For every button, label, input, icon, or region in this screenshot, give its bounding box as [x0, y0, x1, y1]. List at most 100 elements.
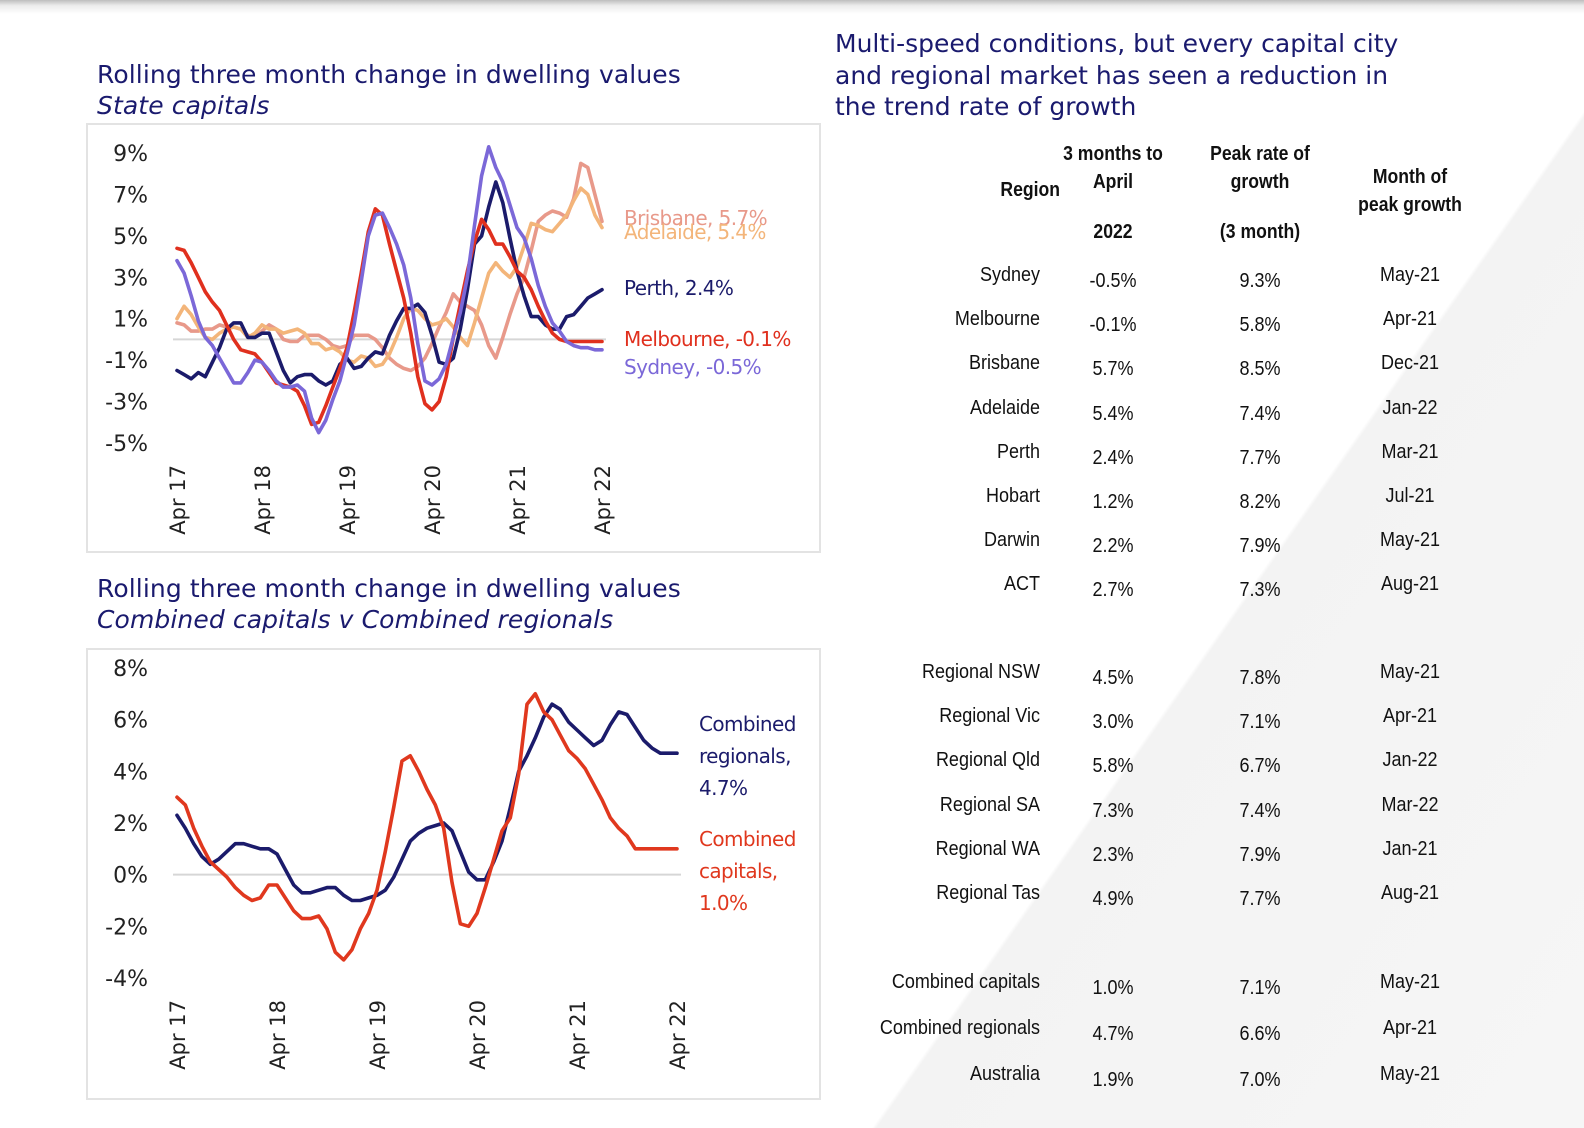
cell-peak-rate: 7.4%	[1239, 402, 1281, 425]
cell-three-months: -0.5%	[1089, 270, 1137, 292]
cell-peak-rate: 7.7%	[1239, 888, 1281, 910]
cell-peak-month: Dec-21	[1380, 352, 1440, 375]
y-tick-label: 0%	[113, 864, 148, 889]
cell-peak-rate: 7.4%	[1239, 799, 1281, 822]
cell-region: Regional SA	[939, 793, 1040, 816]
series-end-label: 4.7%	[699, 776, 747, 800]
cell-region: Regional WA	[935, 837, 1040, 860]
x-tick-label: Apr 19	[366, 1000, 390, 1070]
cell-peak-month: Apr-21	[1382, 1017, 1438, 1039]
cell-peak-rate: 7.0%	[1239, 1069, 1281, 1091]
cell-region: Adelaide	[969, 396, 1040, 419]
cell-region: Sydney	[979, 264, 1040, 286]
series-line-perth	[175, 180, 604, 387]
x-tick-label: Apr 20	[421, 465, 445, 535]
cell-region: Hobart	[985, 485, 1040, 507]
right-title-line: and regional market has seen a reduction…	[835, 60, 1389, 90]
cell-region: Regional Vic	[939, 705, 1040, 728]
cell-three-months: 5.7%	[1092, 358, 1134, 381]
y-tick-label: 8%	[113, 657, 148, 682]
cell-region: Melbourne	[954, 308, 1040, 331]
series-end-label: capitals,	[699, 859, 778, 883]
cell-three-months: 3.0%	[1092, 711, 1134, 734]
cell-peak-month: Jan-21	[1382, 837, 1438, 860]
cell-peak-rate: 7.9%	[1239, 843, 1281, 866]
cell-three-months: 2.2%	[1092, 535, 1134, 558]
cell-peak-month: Aug-21	[1380, 573, 1440, 596]
cell-peak-month: May-21	[1379, 661, 1441, 683]
x-tick-label: Apr 21	[566, 1000, 590, 1070]
cell-peak-rate: 7.9%	[1239, 535, 1281, 558]
cell-peak-month: Mar-21	[1381, 440, 1439, 463]
y-tick-label: 6%	[113, 709, 148, 734]
header-three-months: 3 months to April 2022	[1051, 140, 1174, 246]
y-tick-label: -5%	[105, 432, 148, 457]
cell-peak-rate: 7.8%	[1239, 667, 1281, 689]
series-line-sydney	[175, 144, 604, 435]
cell-region: Brisbane	[968, 352, 1040, 375]
cell-peak-month: Jul-21	[1385, 485, 1435, 507]
chart1-title-block: Rolling three month change in dwelling v…	[97, 59, 681, 121]
cell-peak-rate: 7.1%	[1239, 977, 1281, 999]
cell-peak-month: Mar-22	[1381, 793, 1439, 816]
header-region: Region	[1000, 179, 1060, 201]
cell-three-months: 1.2%	[1092, 491, 1134, 513]
cell-peak-month: Jan-22	[1382, 749, 1438, 772]
x-tick-label: Apr 21	[506, 465, 530, 535]
right-title-line: the trend rate of growth	[835, 92, 1137, 121]
cell-peak-rate: 7.1%	[1239, 711, 1281, 734]
y-tick-label: -2%	[105, 915, 148, 940]
cell-peak-month: May-21	[1379, 529, 1441, 552]
cell-region: Darwin	[983, 529, 1040, 552]
y-tick-label: 9%	[113, 142, 148, 167]
cell-peak-month: Jan-22	[1382, 396, 1438, 419]
x-tick-label: Apr 19	[336, 465, 360, 535]
x-tick-label: Apr 22	[666, 1000, 690, 1070]
y-tick-label: -4%	[105, 967, 148, 992]
header-peak-month: Month of peak growth	[1344, 163, 1476, 219]
x-tick-label: Apr 20	[466, 1000, 490, 1070]
cell-three-months: 5.4%	[1092, 402, 1134, 425]
cell-three-months: 2.3%	[1092, 843, 1134, 866]
series-end-label: Combined	[699, 712, 796, 736]
cell-region: ACT	[1004, 573, 1040, 596]
cell-three-months: 2.4%	[1092, 446, 1134, 469]
cell-peak-rate: 5.8%	[1239, 314, 1281, 337]
header-three-months-line: 3 months to	[1063, 143, 1163, 165]
cell-peak-rate: 9.3%	[1239, 270, 1281, 292]
series-end-label: Melbourne, -0.1%	[624, 327, 791, 351]
chart2-title: Rolling three month change in dwelling v…	[97, 574, 681, 603]
cell-region: Regional Tas	[936, 882, 1040, 904]
x-tick-label: Apr 18	[266, 1000, 290, 1070]
y-tick-label: 2%	[113, 812, 148, 837]
series-end-label: Sydney, -0.5%	[624, 355, 761, 379]
series-line-combined-regionals	[175, 702, 679, 903]
y-tick-label: 7%	[113, 183, 148, 208]
cell-three-months: 2.7%	[1092, 579, 1134, 602]
y-tick-label: 4%	[113, 760, 148, 785]
cell-peak-month: Apr-21	[1382, 308, 1438, 331]
header-peak-rate-line: growth	[1230, 171, 1290, 193]
header-peak-month-line: Month of	[1372, 166, 1448, 188]
chart1-panel: 9% 7% 5% 3% 1% -1% -3% -5% Apr 17 Apr 18 Apr 19 Apr…	[86, 123, 821, 553]
y-tick-label: 1%	[113, 308, 148, 333]
right-panel-title: Multi-speed conditions, but every capita…	[835, 28, 1475, 123]
cell-three-months: 4.7%	[1092, 1023, 1134, 1045]
header-peak-rate: Peak rate of growth (3 month)	[1194, 140, 1326, 246]
cell-peak-rate: 8.5%	[1239, 358, 1281, 381]
header-peak-month-line: peak growth	[1358, 194, 1462, 216]
y-tick-label: -1%	[105, 349, 148, 374]
cell-region: Combined regionals	[879, 1017, 1040, 1039]
series-end-label: Brisbane, 5.7%	[624, 206, 767, 230]
right-title-line: Multi-speed conditions, but every capita…	[835, 29, 1399, 58]
chart1-subtitle: State capitals	[97, 91, 270, 120]
cell-three-months: 4.9%	[1092, 888, 1134, 910]
series-end-label: 1.0%	[699, 891, 747, 915]
cell-peak-rate: 7.3%	[1239, 579, 1281, 602]
top-shadow-bar	[0, 0, 1584, 14]
y-tick-label: -3%	[105, 391, 148, 416]
chart2-svg: 8% 6% 4% 2% 0% -2% -4% Apr 17 Apr 18 Apr 19 Apr 20…	[105, 657, 796, 1070]
cell-three-months: -0.1%	[1089, 314, 1137, 337]
chart1-svg: 9% 7% 5% 3% 1% -1% -3% -5% Apr 17 Apr 18 Apr 19 Apr…	[105, 142, 791, 535]
chart2-panel: 8% 6% 4% 2% 0% -2% -4% Apr 17 Apr 18 Apr 19 Apr 20…	[86, 648, 821, 1100]
